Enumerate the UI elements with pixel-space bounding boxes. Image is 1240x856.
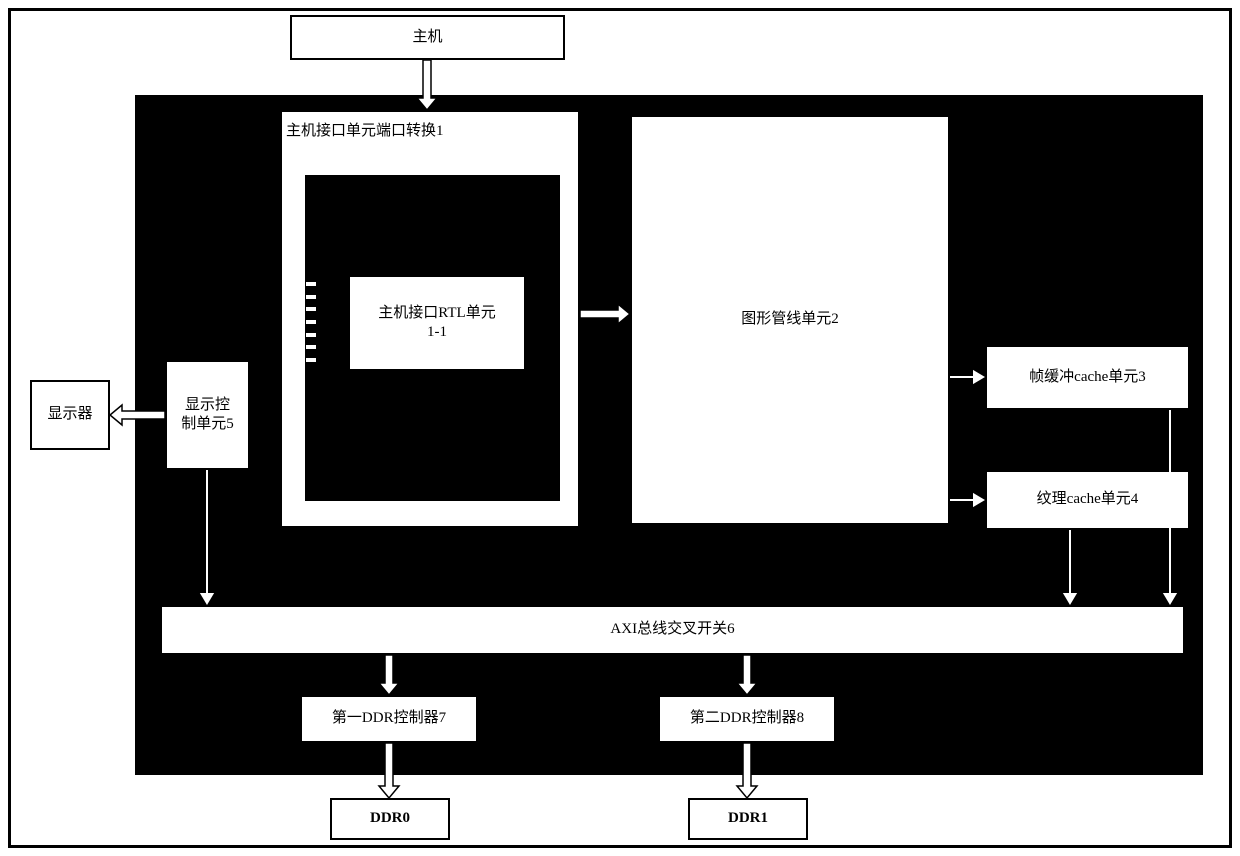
arrows-layer: [0, 0, 1240, 856]
